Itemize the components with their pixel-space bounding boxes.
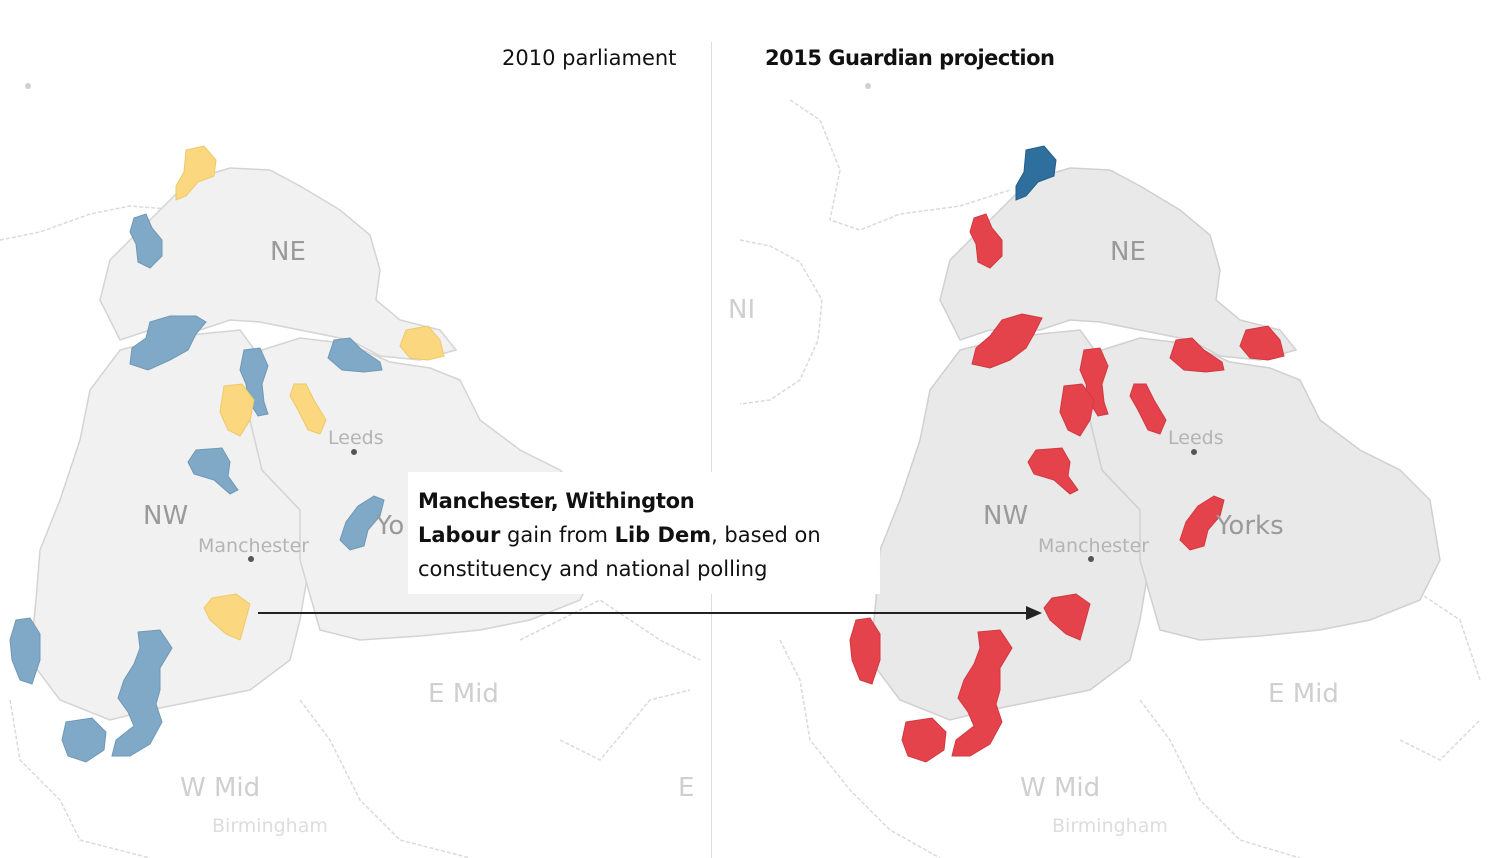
left-city-birmingham: Birmingham (212, 815, 328, 837)
panel-divider (711, 42, 712, 858)
left-region-ne (99, 167, 458, 361)
tooltip-result-line: Labour gain from Lib Dem, based on (418, 518, 870, 552)
left-label-emid: E Mid (428, 679, 499, 709)
left-hexes-libdem (175, 145, 445, 641)
right-hexes-labour (849, 213, 1285, 763)
right-outline-midlands (1139, 699, 1481, 858)
right-map: NE NW Yorks E Mid W Mid NI Leeds Manches… (728, 83, 1481, 858)
right-outline-ni (739, 239, 823, 405)
right-label-yorks: Yorks (1215, 511, 1284, 541)
left-outline-midlands (299, 689, 691, 858)
left-city-manchester-dot (248, 556, 254, 562)
right-panel-title: 2015 Guardian projection (765, 46, 1055, 70)
right-city-leeds: Leeds (1168, 427, 1224, 449)
right-outline-wales (779, 639, 941, 858)
right-label-wmid: W Mid (1020, 773, 1100, 803)
right-hexes-conservative (1015, 145, 1057, 201)
right-city-manchester-dot (1088, 556, 1094, 562)
tooltip-basis-line2: constituency and national polling (418, 557, 768, 581)
tooltip-party-to: Labour (418, 523, 501, 547)
tooltip-basis: , based on (711, 523, 821, 547)
right-city-leeds-dot (1191, 449, 1197, 455)
right-label-ni-partial: NI (728, 295, 755, 325)
right-city-manchester: Manchester (1038, 535, 1149, 557)
right-region-yorks (1089, 337, 1441, 641)
left-label-nw: NW (143, 501, 188, 531)
transition-arrow (258, 606, 1042, 620)
left-outline-wales (9, 699, 151, 858)
left-hexes-conservative (9, 213, 385, 763)
right-city-birmingham: Birmingham (1052, 815, 1168, 837)
left-label-e-partial: E (678, 773, 694, 803)
left-map: NE NW Yo E Mid W Mid E Leeds Manchester … (0, 83, 701, 858)
tooltip-party-from: Lib Dem (614, 523, 712, 547)
left-city-leeds: Leeds (328, 427, 384, 449)
left-outline-east (519, 599, 701, 661)
tooltip-constituency-name: Manchester, Withington (418, 489, 695, 513)
right-label-emid: E Mid (1268, 679, 1339, 709)
right-label-ne: NE (1110, 237, 1146, 267)
constituency-tooltip: Manchester, Withington Labour gain from … (408, 472, 880, 594)
left-label-ne: NE (270, 237, 306, 267)
left-city-dot-north (25, 83, 31, 89)
right-region-ne (939, 167, 1298, 361)
left-outline-scotland-border (0, 205, 181, 241)
left-label-yorks-partial: Yo (375, 511, 404, 541)
right-city-dot-north (865, 83, 871, 89)
right-label-nw: NW (983, 501, 1028, 531)
left-label-wmid: W Mid (180, 773, 260, 803)
left-city-manchester: Manchester (198, 535, 309, 557)
left-city-leeds-dot (351, 449, 357, 455)
right-outline-scotland (789, 99, 1011, 231)
left-panel-title: 2010 parliament (502, 46, 677, 70)
tooltip-gain-from: gain from (507, 523, 608, 547)
